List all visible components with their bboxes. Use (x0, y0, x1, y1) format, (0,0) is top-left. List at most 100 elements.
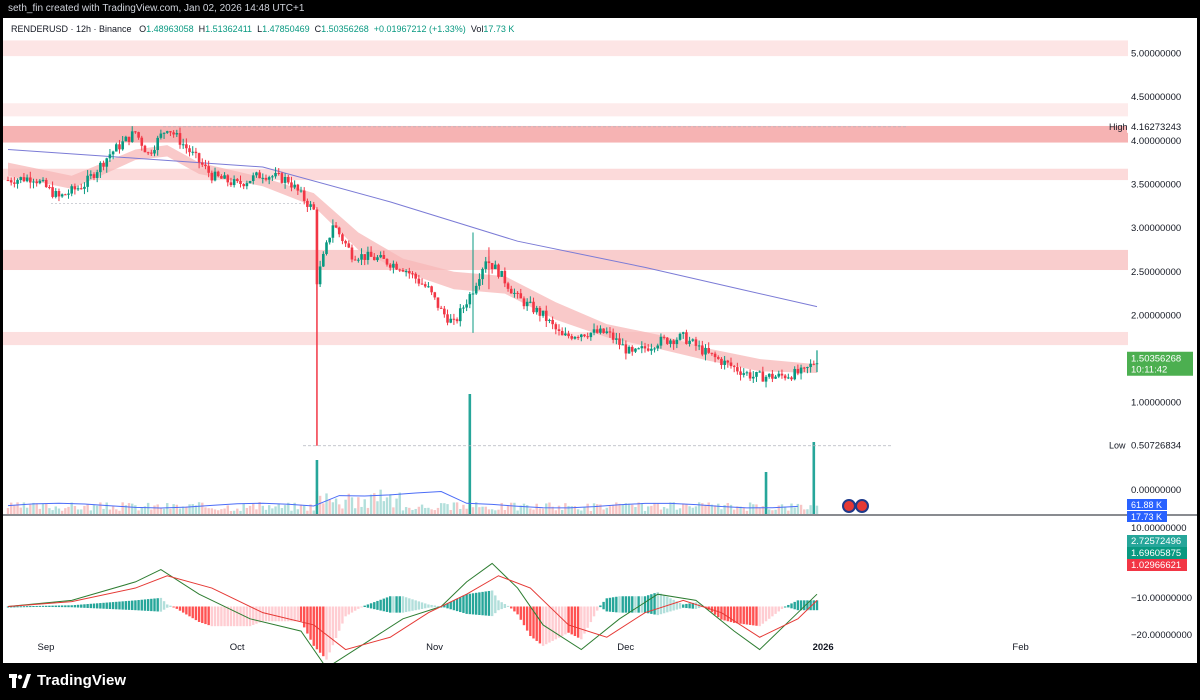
candle-body (162, 132, 166, 134)
volume-bar (57, 508, 61, 514)
candle-body (436, 297, 440, 308)
macd-axis[interactable]: 10.00000000 −10.00000000 −20.00000000 2.725… (1127, 523, 1192, 641)
chart-canvas[interactable]: RENDERUSD · 12h · Binance O1.48963058 H1… (3, 18, 1197, 663)
candle-body (694, 339, 698, 346)
volume-bar (443, 503, 446, 514)
volume-bar (662, 507, 666, 514)
volume-bar (424, 507, 427, 514)
candle-body (729, 362, 733, 367)
macd-histogram-bar (76, 604, 80, 608)
candle-body (271, 176, 274, 178)
macd-histogram-bar (535, 606, 538, 641)
legend-symbol: RENDERUSD · 12h · Binance (11, 24, 132, 34)
candle-body (312, 204, 316, 210)
candle-body (48, 187, 51, 189)
volume-bar (685, 504, 688, 514)
macd-histogram-bar (487, 590, 491, 616)
time-axis[interactable]: Sep Oct Nov Dec 2026 Feb (38, 642, 1029, 653)
volume-bar (729, 504, 733, 514)
candle-body (392, 263, 395, 268)
macd-signal-line (7, 575, 818, 651)
candle-body (497, 264, 500, 277)
volume-bar (519, 505, 522, 514)
volume-bar (567, 505, 570, 514)
candle-body (92, 174, 96, 178)
macd-histogram-bar (774, 606, 777, 614)
macd-histogram-bar (32, 606, 35, 608)
volume-bar (713, 505, 717, 514)
macd-histogram-bar (424, 603, 427, 609)
candle-body (516, 292, 519, 294)
volume-bar (293, 502, 296, 514)
candle-body (586, 336, 589, 338)
volume-bar (64, 508, 67, 514)
macd-histogram-bar (662, 595, 666, 614)
candle-body (360, 254, 363, 260)
macd-histogram-bar (408, 598, 411, 612)
candle-body (83, 186, 86, 189)
volume-bar (35, 503, 38, 514)
volume-bar (76, 509, 80, 514)
macd-line (7, 562, 818, 663)
macd-histogram-bar (752, 606, 755, 626)
volume-bar (401, 510, 405, 514)
volume-bar (707, 502, 710, 514)
price-axis[interactable]: 5.00000000 4.50000000 4.00000000 3.50000000… (1109, 49, 1197, 523)
legend-vol: 17.73 K (483, 24, 515, 34)
volume-bar (197, 502, 201, 514)
volume-bar (580, 510, 583, 514)
macd-histogram-bar (150, 598, 153, 612)
price-chart-svg[interactable]: 5.00000000 4.50000000 4.00000000 3.50000000… (3, 18, 1197, 663)
volume-bar (755, 504, 758, 514)
macd-histogram-bar (210, 606, 214, 627)
volume-bar (22, 502, 26, 514)
macd-histogram-bar (38, 605, 42, 607)
volume-bar (261, 505, 264, 514)
volume-bar (389, 494, 392, 514)
macd-histogram-bar (726, 606, 730, 622)
candle-body (341, 234, 344, 242)
volume-bar (153, 505, 156, 514)
candle-body (685, 332, 688, 344)
candle-body (780, 373, 784, 376)
candle-body (261, 177, 265, 179)
macd-histogram-bar (481, 591, 484, 616)
candle-body (506, 283, 510, 289)
candle-body (137, 132, 140, 138)
tradingview-logo[interactable]: TradingView (9, 672, 126, 689)
candle-body (388, 264, 392, 268)
candle-body (567, 333, 570, 337)
candle-body (465, 304, 468, 308)
legend-high-label: H (198, 24, 206, 34)
volume-bar (790, 503, 793, 514)
candle-body (57, 191, 61, 197)
macd-histogram-bar (108, 602, 112, 610)
volume-bars (6, 394, 819, 514)
macd-histogram-bar (793, 601, 796, 610)
candle-body (401, 270, 405, 272)
volume-bar (576, 509, 580, 514)
volume-bar (497, 509, 500, 514)
candle-body (544, 310, 548, 321)
volume-spike-bar (764, 472, 768, 514)
macd-histogram-bar (277, 606, 280, 622)
event-flags[interactable] (842, 499, 869, 513)
flag-icon[interactable] (842, 499, 856, 513)
macd-histogram-bar (229, 606, 233, 627)
legend-low: 1.47850469 (262, 24, 310, 34)
macd-histogram-bar (748, 606, 752, 625)
macd-histogram-bar (64, 605, 67, 608)
macd-histogram-bar (755, 606, 758, 626)
volume-bar (32, 502, 35, 514)
macd-histogram-bar (153, 598, 156, 612)
candle-body (796, 368, 800, 374)
candle-body (86, 175, 89, 187)
volume-bar (697, 502, 701, 514)
macd-histogram-bar (178, 606, 182, 611)
macd-histogram-bar (252, 606, 255, 625)
candle-body (634, 348, 637, 352)
flag-icon[interactable] (855, 499, 869, 513)
macd-histogram-bar (659, 593, 663, 615)
candle-body (742, 373, 746, 375)
macd-histogram-bar (490, 590, 494, 617)
